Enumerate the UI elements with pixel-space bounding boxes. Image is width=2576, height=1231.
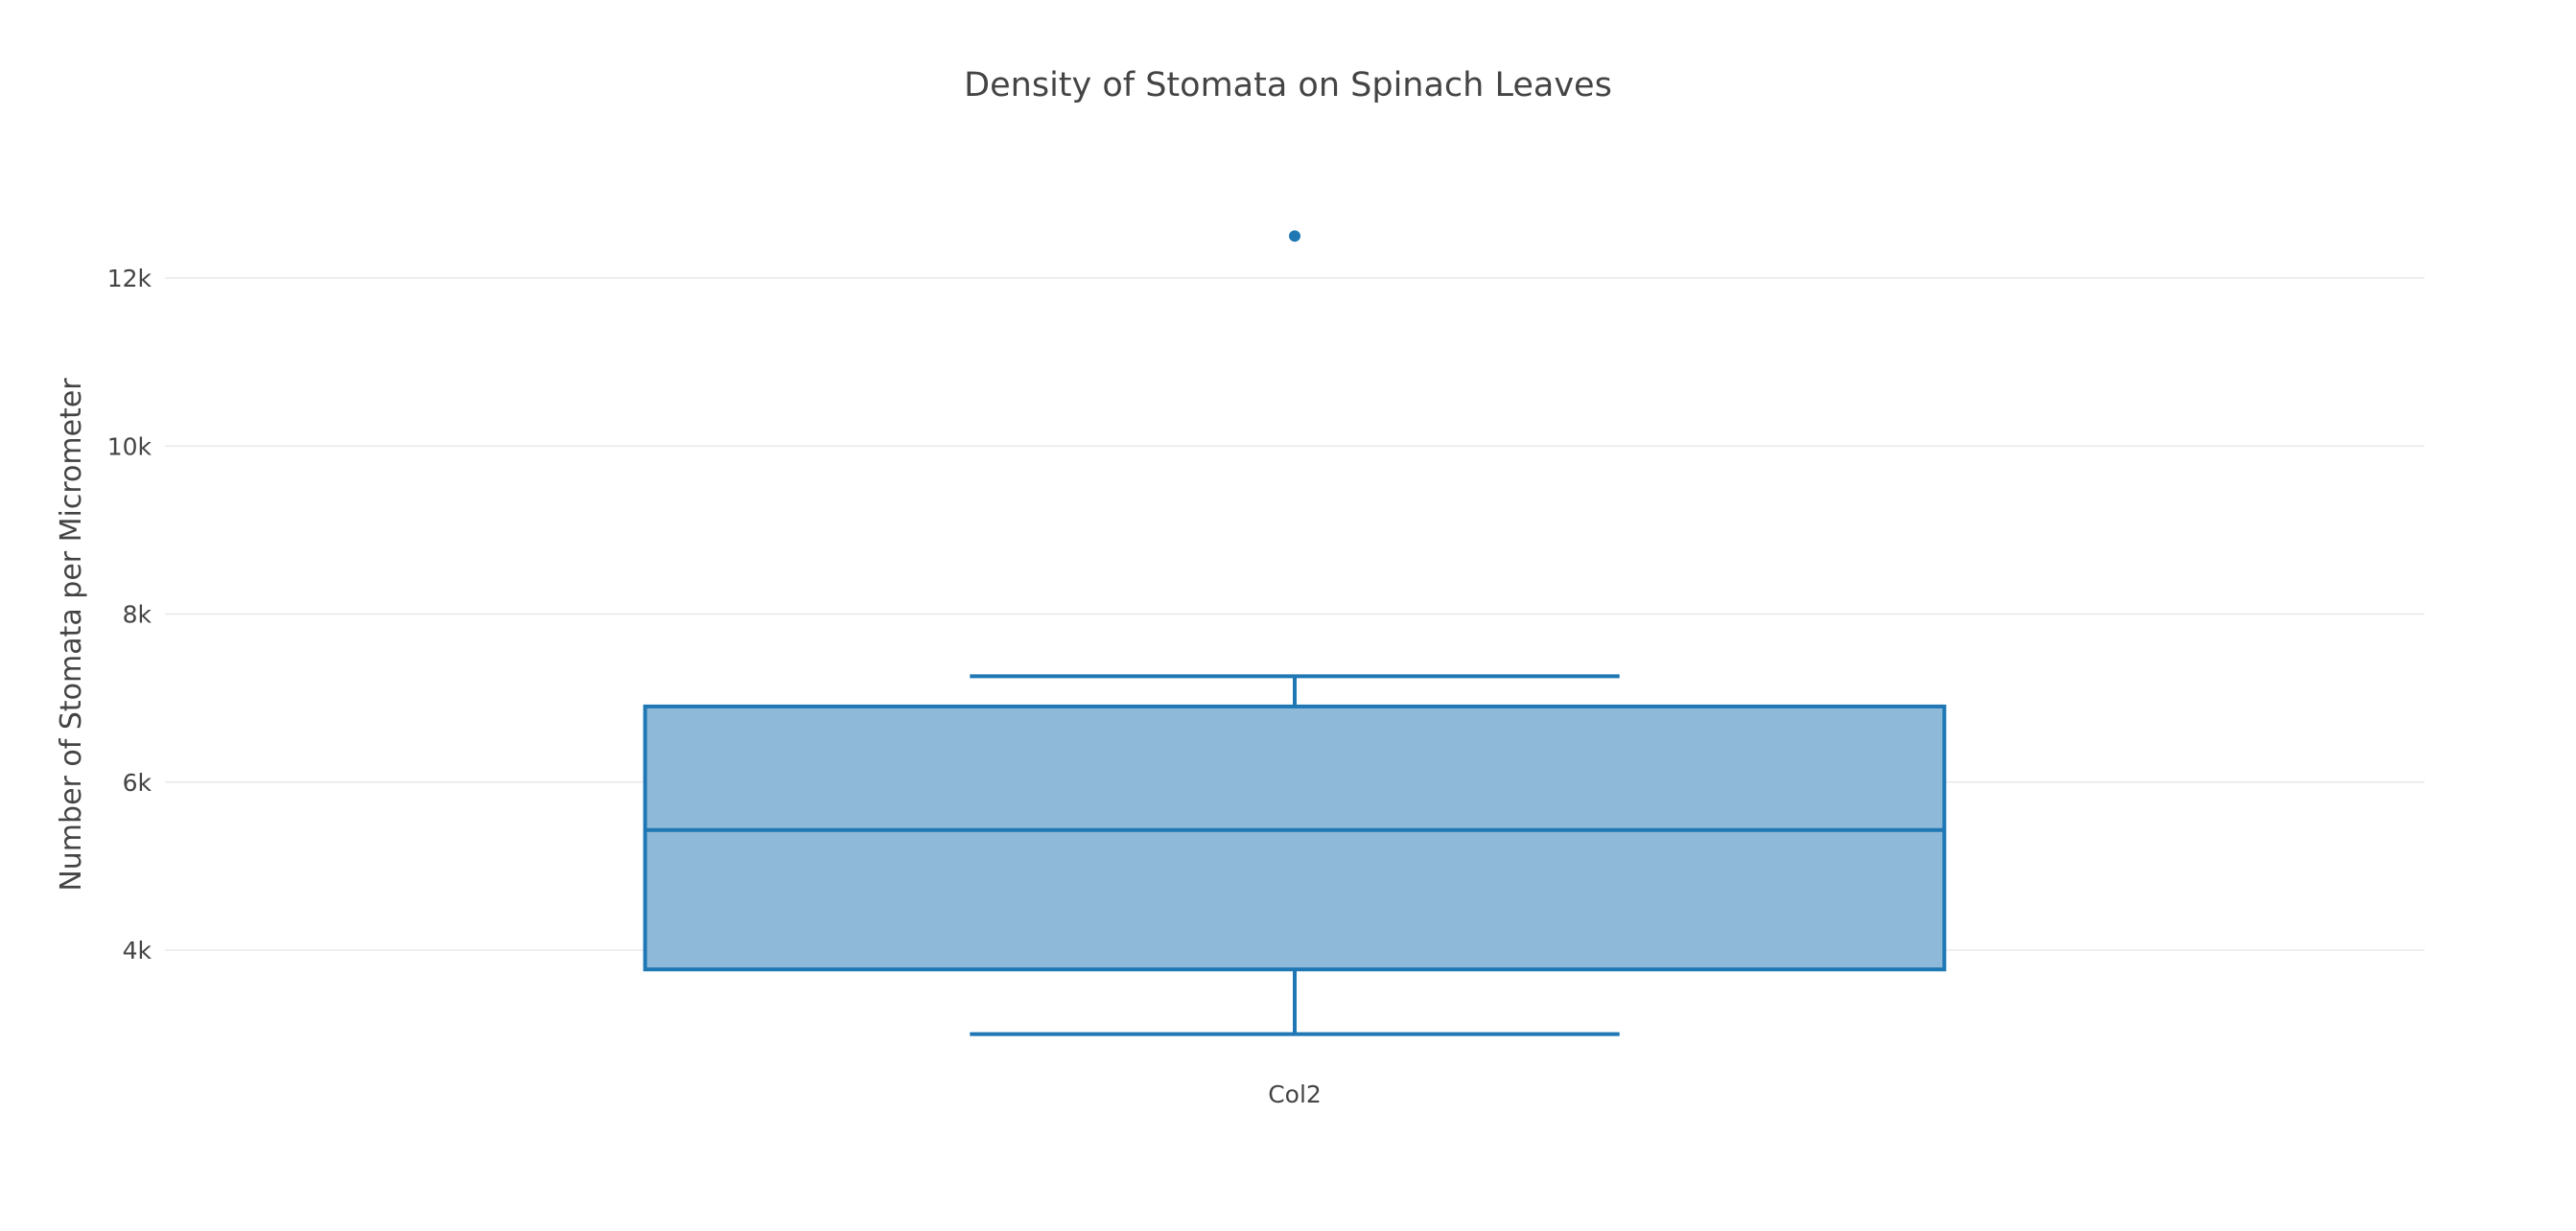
y-tick-label: 4k bbox=[123, 937, 152, 964]
box-trace[interactable] bbox=[643, 230, 1947, 1036]
box-iqr[interactable] bbox=[643, 704, 1947, 972]
y-tick-label: 6k bbox=[123, 769, 152, 797]
x-tick-labels: Col2 bbox=[1268, 1080, 1322, 1108]
outlier-point[interactable] bbox=[1289, 230, 1300, 243]
y-tick-label: 12k bbox=[107, 265, 152, 292]
x-tick-label: Col2 bbox=[1268, 1080, 1322, 1108]
y-tick-label: 10k bbox=[107, 432, 152, 460]
y-tick-label: 8k bbox=[123, 601, 152, 629]
y-tick-labels: 4k 6k 8k 10k 12k bbox=[107, 265, 152, 964]
y-gridlines bbox=[165, 277, 2424, 951]
y-axis-title: Number of Stomata per Micrometer bbox=[55, 378, 88, 892]
chart-title: Density of Stomata on Spinach Leaves bbox=[964, 66, 1612, 105]
